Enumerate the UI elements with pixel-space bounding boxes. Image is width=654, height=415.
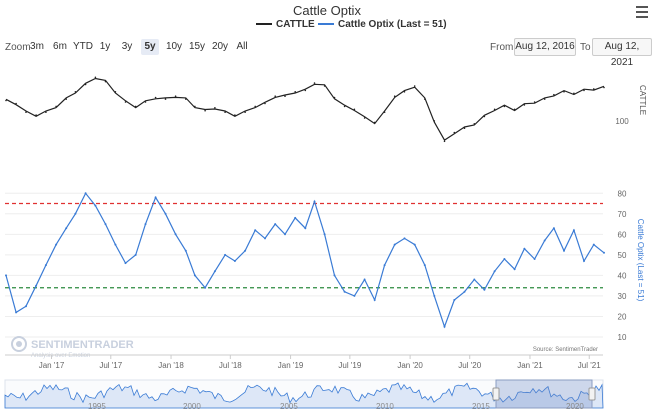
navigator-tick-label: 2015	[472, 402, 490, 411]
navigator-tick-label: 2000	[183, 402, 201, 411]
navigator-right-handle	[588, 387, 596, 401]
navigator-series	[4, 382, 604, 409]
legend-label-optix: Cattle Optix (Last = 51)	[338, 19, 447, 30]
cattle-line	[5, 77, 605, 141]
cattle-point	[593, 88, 595, 90]
price-y-tick-label: 100	[615, 117, 629, 126]
cattle-point	[284, 95, 286, 97]
cattle-point	[304, 89, 307, 92]
zoom-5y-button[interactable]: 5y	[141, 39, 159, 55]
cattle-point	[294, 91, 297, 93]
legend-line-cattle	[256, 23, 272, 26]
cattle-point	[274, 95, 277, 97]
optix-y-tick-label: 10	[618, 333, 627, 342]
navigator-left-handle	[492, 387, 500, 401]
legend: CATTLE Cattle Optix (Last = 51)	[0, 19, 654, 33]
zoom-1y-button[interactable]: 1y	[99, 41, 111, 52]
navigator-tick-label: 2005	[280, 402, 298, 411]
legend-item-cattle[interactable]: CATTLE	[256, 19, 315, 30]
range-from-label: From	[490, 42, 514, 53]
cattle-point	[413, 85, 416, 87]
navigator-selection	[495, 379, 593, 409]
x-tick-label: Jul '19	[338, 361, 361, 370]
cattle-point	[204, 109, 206, 112]
cattle-point	[313, 82, 316, 84]
optix-y-tick-label: 60	[618, 230, 627, 239]
optix-y-tick-label: 20	[618, 312, 627, 321]
zoom-3m-button[interactable]: 3m	[30, 41, 44, 52]
navigator[interactable]: 1995 2000 2005 2010 2015 2020	[4, 379, 604, 411]
optix-plot	[5, 192, 605, 329]
legend-line-optix	[318, 23, 334, 26]
optix-y-tick-label: 70	[618, 210, 627, 219]
sentimentrader-logo: SENTIMENTRADER Analysis over Emotion	[11, 336, 134, 359]
x-tick-label: Jan '20	[397, 361, 423, 370]
cattle-point	[174, 95, 177, 97]
optix-y-tick-label: 30	[618, 292, 627, 301]
axis-labels: 10 20 30 40 50 60 70 80 100 CATTLE Cattle Optix (L…	[615, 85, 647, 342]
range-from-input[interactable]: Aug 12, 2016	[514, 38, 576, 56]
cattle-point	[443, 140, 446, 143]
x-tick-label: Jul '20	[458, 361, 481, 370]
zoom-20y-button[interactable]: 20y	[211, 41, 229, 52]
cattle-point	[214, 107, 216, 109]
gridlines	[5, 192, 603, 338]
cattle-point	[94, 76, 97, 79]
hamburger-menu-icon[interactable]	[636, 6, 648, 18]
navigator-tick-label: 1995	[88, 402, 106, 411]
source-note: Source: SentimenTrader	[533, 347, 598, 353]
zoom-6m-button[interactable]: 6m	[53, 41, 67, 52]
x-tick-label: Jul '17	[99, 361, 122, 370]
legend-item-optix[interactable]: Cattle Optix (Last = 51)	[318, 19, 447, 30]
range-to-input[interactable]: Aug 12, 2021	[592, 38, 652, 68]
legend-label-cattle: CATTLE	[276, 19, 315, 30]
optix-y-tick-label: 50	[618, 251, 627, 260]
optix-line	[5, 192, 605, 329]
watermark-tagline: Analysis over Emotion	[31, 353, 90, 359]
x-tick-label: Jan '17	[39, 361, 65, 370]
x-axis: Jan '17 Jul '17 Jan '18 Jul '18 Jan '19 Jul '…	[5, 354, 603, 370]
watermark-brand: SENTIMENTRADER	[31, 339, 134, 351]
cattle-point	[154, 96, 157, 99]
price-plot	[5, 76, 605, 143]
x-tick-label: Jan '19	[278, 361, 304, 370]
x-tick-label: Jan '18	[158, 361, 184, 370]
price-axis-title: CATTLE	[638, 85, 647, 115]
chart-title: Cattle Optix	[293, 3, 361, 18]
zoom-label: Zoom	[5, 42, 31, 53]
optix-y-tick-label: 40	[618, 271, 627, 280]
cattle-point	[603, 86, 605, 89]
zoom-10y-button[interactable]: 10y	[165, 41, 183, 52]
x-tick-label: Jan '21	[517, 361, 543, 370]
cattle-point	[164, 98, 167, 100]
x-tick-label: Jul '18	[219, 361, 242, 370]
x-tick-label: Jul '21	[578, 361, 601, 370]
range-to-label: To	[580, 42, 591, 53]
zoom-3y-button[interactable]: 3y	[121, 41, 133, 52]
zoom-all-button[interactable]: All	[236, 41, 248, 52]
zoom-ytd-button[interactable]: YTD	[73, 41, 93, 52]
navigator-tick-label: 2020	[566, 402, 584, 411]
navigator-tick-label: 2010	[376, 402, 394, 411]
zoom-15y-button[interactable]: 15y	[188, 41, 206, 52]
optix-axis-title: Cattle Optix (Last = 51)	[636, 219, 645, 302]
optix-y-tick-label: 80	[618, 189, 627, 198]
